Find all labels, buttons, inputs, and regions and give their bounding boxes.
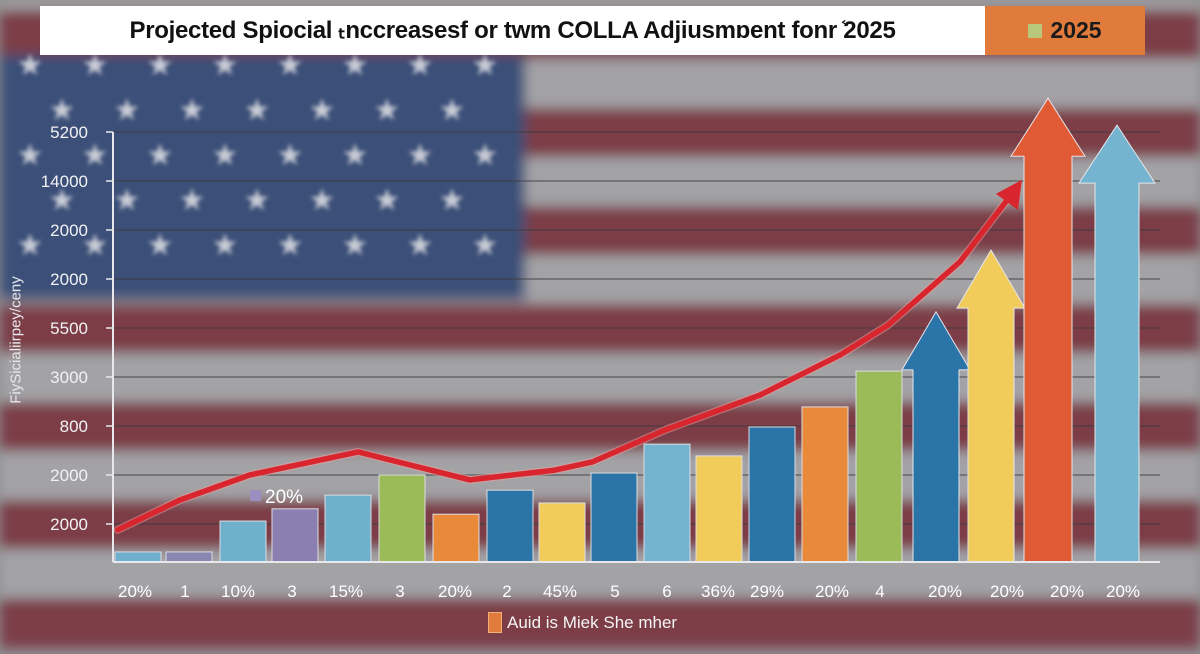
- x-tick-label: 5: [610, 582, 619, 601]
- star-decoration: ★: [342, 139, 369, 172]
- star-decoration: ★: [212, 229, 239, 262]
- bar: [801, 406, 849, 563]
- star-decoration: ★: [49, 94, 76, 127]
- x-tick-label: 36%: [701, 582, 735, 601]
- bar: [695, 455, 743, 563]
- bar: [538, 502, 586, 563]
- bar-arrow: [901, 310, 971, 563]
- bar: [271, 508, 319, 563]
- x-tick-label: 10%: [221, 582, 255, 601]
- x-tick-label: 45%: [543, 582, 577, 601]
- star-decoration: ★: [82, 229, 109, 262]
- star-decoration: ★: [114, 94, 141, 127]
- bar: [378, 474, 426, 563]
- y-tick-label: 14000: [41, 172, 88, 191]
- star-decoration: ★: [342, 229, 369, 262]
- chart-title: Projected Spiocial ₜnccreasesf or twm CO…: [129, 17, 896, 44]
- x-tick-label: 20%: [1106, 582, 1140, 601]
- bar: [165, 551, 213, 563]
- y-tick-label: 2000: [50, 270, 88, 289]
- x-tick-label: 6: [662, 582, 671, 601]
- bar: [590, 472, 638, 563]
- x-tick-label: 20%: [928, 582, 962, 601]
- x-tick-label: 2: [502, 582, 511, 601]
- star-decoration: ★: [82, 139, 109, 172]
- star-decoration: ★: [17, 139, 44, 172]
- star-decoration: ★: [439, 94, 466, 127]
- legend-label: Auid is Miek She mher: [507, 612, 678, 632]
- star-decoration: ★: [49, 184, 76, 217]
- x-tick-label: 1: [180, 582, 189, 601]
- y-tick-label: 3000: [50, 368, 88, 387]
- star-decoration: ★: [472, 139, 499, 172]
- star-decoration: ★: [212, 139, 239, 172]
- star-decoration: ★: [17, 49, 44, 82]
- bar: [643, 443, 691, 563]
- star-decoration: ★: [472, 229, 499, 262]
- star-decoration: ★: [374, 184, 401, 217]
- star-decoration: ★: [407, 229, 434, 262]
- bar-arrow: [1078, 124, 1156, 563]
- x-tick-label: 3: [287, 582, 296, 601]
- star-decoration: ★: [244, 184, 271, 217]
- trend-arrowhead: [995, 179, 1022, 210]
- annotation-text: 20%: [265, 487, 303, 508]
- x-tick-label: 20%: [1050, 582, 1084, 601]
- y-tick-label: 2000: [50, 466, 88, 485]
- x-tick-label: 4: [875, 582, 884, 601]
- y-axis-title: FiySicialiirpey/ceny: [7, 276, 25, 404]
- bar: [324, 494, 372, 563]
- star-decoration: ★: [147, 229, 174, 262]
- star-decoration: ★: [17, 229, 44, 262]
- bar: [855, 370, 903, 563]
- year-badge: 2025: [985, 6, 1145, 55]
- bar: [748, 426, 796, 563]
- star-decoration: ★: [439, 184, 466, 217]
- annotation: 20%: [250, 487, 303, 508]
- x-tick-label: 20%: [815, 582, 849, 601]
- legend: Auid is Miek She mher: [488, 612, 677, 633]
- y-tick-label: 800: [60, 417, 88, 436]
- year-swatch: [1028, 23, 1043, 38]
- star-decoration: ★: [277, 139, 304, 172]
- bar: [432, 513, 480, 563]
- x-tick-label: 20%: [438, 582, 472, 601]
- bar: [114, 551, 162, 563]
- annotation-swatch: [250, 490, 261, 501]
- star-decoration: ★: [244, 94, 271, 127]
- star-decoration: ★: [374, 94, 401, 127]
- star-decoration: ★: [309, 94, 336, 127]
- trend-line: [115, 183, 1021, 533]
- year-text: 2025: [1050, 17, 1102, 43]
- y-tick-label: 5200: [50, 123, 88, 142]
- chart-title-banner: Projected Spiocial ₜnccreasesf or twm CO…: [40, 6, 985, 55]
- bar: [219, 520, 267, 563]
- bar-arrow: [1010, 97, 1086, 563]
- star-decoration: ★: [114, 184, 141, 217]
- star-decoration: ★: [309, 184, 336, 217]
- star-decoration: ★: [179, 184, 206, 217]
- bar-arrow: [956, 249, 1026, 563]
- star-decoration: ★: [179, 94, 206, 127]
- x-tick-label: 29%: [750, 582, 784, 601]
- star-decoration: ★: [407, 139, 434, 172]
- x-tick-label: 20%: [990, 582, 1024, 601]
- y-tick-label: 2000: [50, 515, 88, 534]
- x-tick-label: 3: [395, 582, 404, 601]
- y-tick-label: 2000: [50, 221, 88, 240]
- legend-swatch: [488, 612, 502, 633]
- x-tick-label: 15%: [329, 582, 363, 601]
- star-decoration: ★: [277, 229, 304, 262]
- y-tick-label: 5500: [50, 319, 88, 338]
- x-tick-label: 20%: [118, 582, 152, 601]
- star-decoration: ★: [147, 139, 174, 172]
- bar: [486, 489, 534, 563]
